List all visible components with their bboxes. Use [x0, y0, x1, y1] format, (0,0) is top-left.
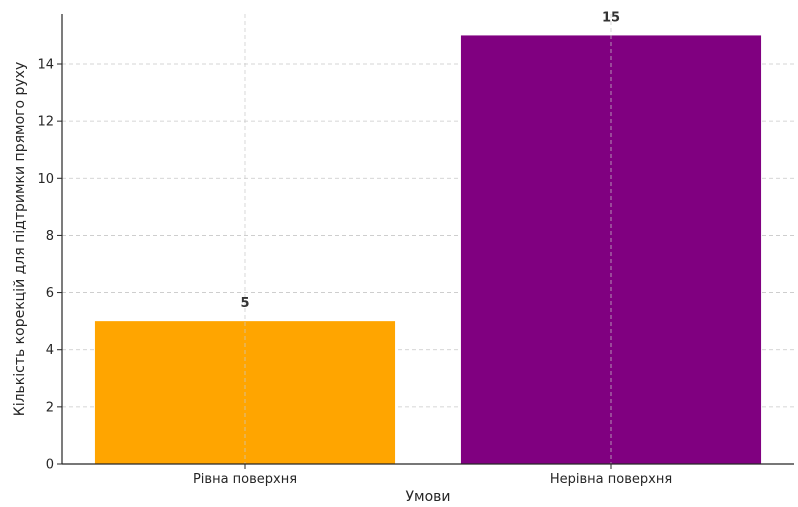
y-ticks-group: 0 2 4 6 8 10 12 14 [37, 58, 62, 473]
data-label: 5 [240, 296, 249, 311]
axes-group [61, 14, 794, 465]
y-tick-label: 0 [46, 458, 54, 473]
x-tick-label: Нерівна поверхня [550, 472, 672, 487]
x-ticks-group: Рівна поверхня Нерівна поверхня [193, 464, 672, 487]
y-tick-label: 6 [46, 286, 54, 301]
y-tick-label: 8 [46, 229, 54, 244]
y-tick-label: 14 [37, 58, 54, 73]
y-tick-label: 2 [46, 400, 54, 415]
y-axis-label: Кількість корекцій для підтримки прямого… [12, 62, 28, 417]
data-label: 15 [602, 10, 620, 25]
y-tick-label: 10 [37, 172, 54, 187]
data-labels-group: 5 15 [240, 10, 620, 311]
bars-group [94, 14, 762, 465]
y-tick-label: 4 [46, 343, 54, 358]
y-tick-label: 12 [37, 115, 54, 130]
x-tick-label: Рівна поверхня [193, 472, 297, 487]
x-axis-label: Умови [405, 489, 450, 505]
